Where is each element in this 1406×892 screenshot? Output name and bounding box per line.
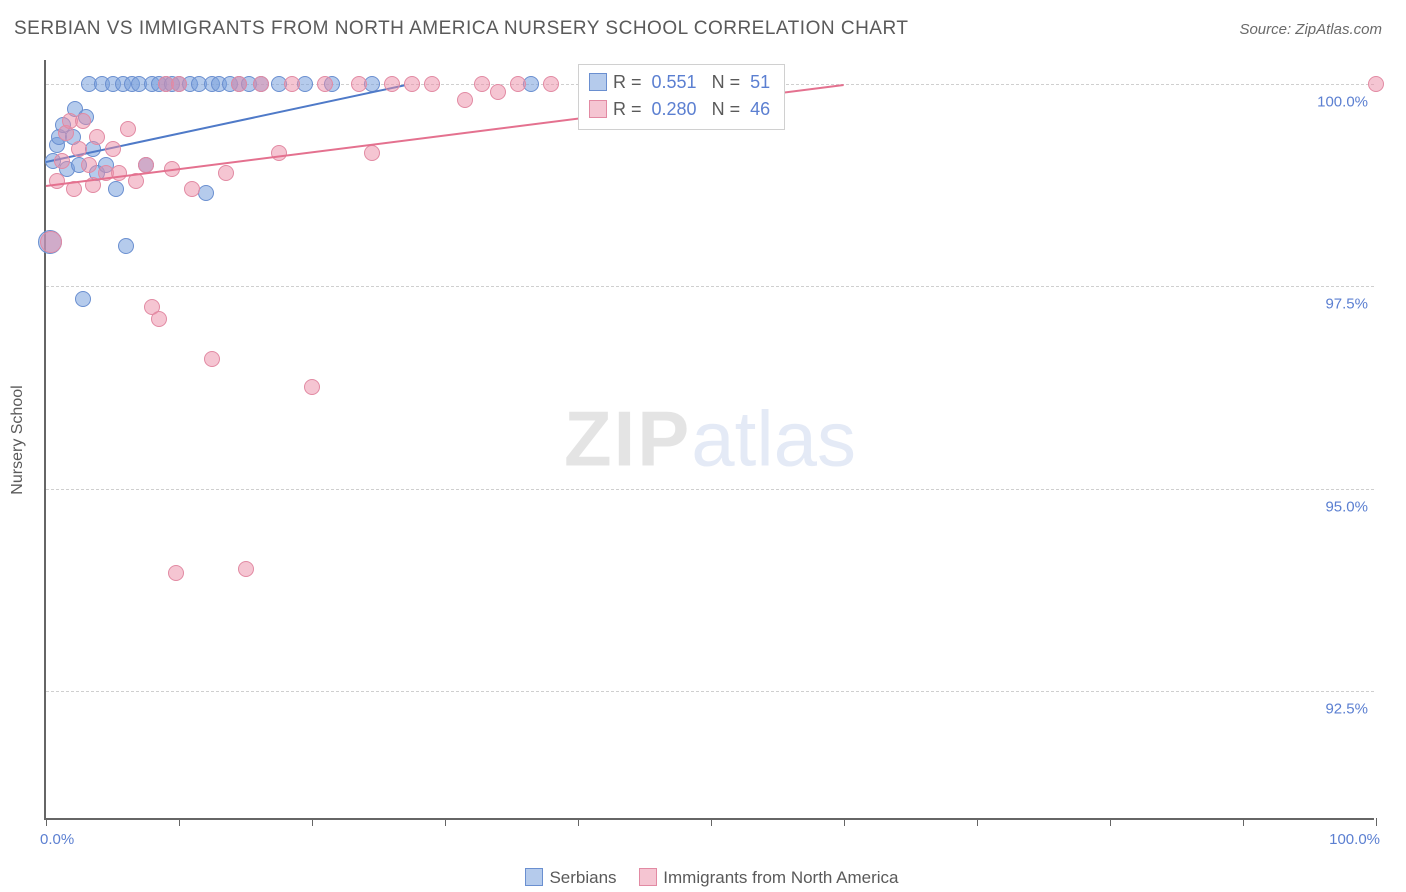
stats-row: R = 0.280 N = 46 — [589, 96, 770, 123]
scatter-point — [168, 565, 184, 581]
chart-title: SERBIAN VS IMMIGRANTS FROM NORTH AMERICA… — [14, 18, 908, 40]
gridline — [46, 286, 1374, 287]
x-tick — [179, 818, 180, 826]
scatter-point — [81, 157, 97, 173]
y-tick-label: 95.0% — [1325, 498, 1368, 515]
scatter-point — [151, 311, 167, 327]
chart-source: Source: ZipAtlas.com — [1239, 21, 1382, 38]
legend-swatch-immigrants — [639, 868, 657, 886]
scatter-point — [457, 92, 473, 108]
scatter-point — [424, 76, 440, 92]
scatter-point — [108, 181, 124, 197]
scatter-point — [184, 181, 200, 197]
watermark: ZIPatlas — [564, 394, 856, 485]
gridline — [46, 489, 1374, 490]
x-tick — [1376, 818, 1377, 826]
scatter-point — [364, 145, 380, 161]
scatter-point — [351, 76, 367, 92]
scatter-point — [284, 76, 300, 92]
scatter-point — [75, 291, 91, 307]
scatter-point — [54, 153, 70, 169]
legend-label-immigrants: Immigrants from North America — [663, 868, 898, 887]
scatter-point — [118, 238, 134, 254]
scatter-point — [49, 173, 65, 189]
x-tick — [1110, 818, 1111, 826]
x-tick — [312, 818, 313, 826]
x-tick — [445, 818, 446, 826]
legend-label-serbians: Serbians — [549, 868, 616, 887]
scatter-point — [1368, 76, 1384, 92]
x-tick-label: 0.0% — [40, 831, 74, 848]
x-tick — [578, 818, 579, 826]
scatter-point — [384, 76, 400, 92]
stats-row: R = 0.551 N = 51 — [589, 69, 770, 96]
x-tick — [977, 818, 978, 826]
y-axis-label: Nursery School — [9, 385, 27, 494]
legend-bottom: Serbians Immigrants from North America — [0, 868, 1406, 888]
x-tick — [711, 818, 712, 826]
plot-area: ZIPatlas 100.0%97.5%95.0%92.5%0.0%100.0%… — [44, 60, 1374, 820]
scatter-point — [105, 141, 121, 157]
scatter-point — [304, 379, 320, 395]
watermark-zip: ZIP — [564, 395, 691, 483]
scatter-point — [510, 76, 526, 92]
scatter-point — [120, 121, 136, 137]
scatter-point — [111, 165, 127, 181]
legend-swatch-serbians — [525, 868, 543, 886]
y-tick-label: 92.5% — [1325, 700, 1368, 717]
scatter-point — [171, 76, 187, 92]
x-tick — [844, 818, 845, 826]
x-tick — [46, 818, 47, 826]
scatter-point — [40, 231, 62, 253]
chart-header: SERBIAN VS IMMIGRANTS FROM NORTH AMERICA… — [0, 0, 1406, 48]
scatter-point — [543, 76, 559, 92]
watermark-atlas: atlas — [691, 395, 856, 483]
x-tick-label: 100.0% — [1329, 831, 1380, 848]
scatter-point — [89, 129, 105, 145]
scatter-point — [474, 76, 490, 92]
plot-wrapper: Nursery School ZIPatlas 100.0%97.5%95.0%… — [44, 60, 1374, 820]
scatter-point — [490, 84, 506, 100]
scatter-point — [218, 165, 234, 181]
scatter-point — [404, 76, 420, 92]
scatter-point — [231, 76, 247, 92]
scatter-point — [75, 113, 91, 129]
y-tick-label: 97.5% — [1325, 296, 1368, 313]
trend-line — [46, 84, 406, 163]
x-tick — [1243, 818, 1244, 826]
scatter-point — [253, 76, 269, 92]
stats-box: R = 0.551 N = 51R = 0.280 N = 46 — [578, 64, 785, 130]
scatter-point — [271, 145, 287, 161]
scatter-point — [71, 141, 87, 157]
scatter-point — [317, 76, 333, 92]
scatter-point — [238, 561, 254, 577]
y-tick-label: 100.0% — [1317, 94, 1368, 111]
gridline — [46, 691, 1374, 692]
scatter-point — [204, 351, 220, 367]
